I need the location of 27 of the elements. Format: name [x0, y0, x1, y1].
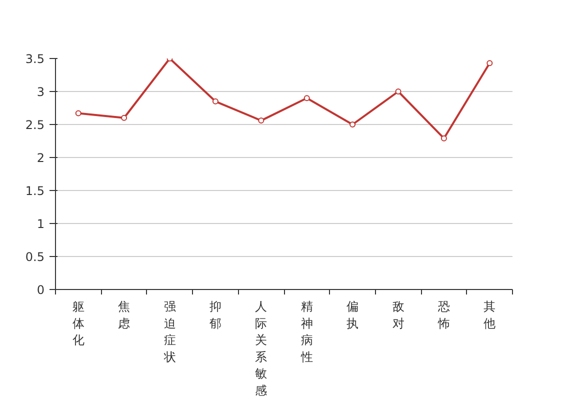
x-tick-label: 抑郁 [209, 300, 222, 330]
x-tick-label: 人际关系敏感 [255, 300, 268, 398]
x-tick-label: 强迫症状 [162, 300, 176, 364]
y-tick-label: 1.5 [25, 184, 45, 198]
point [440, 135, 447, 142]
point [258, 118, 264, 124]
y-tick-label: 3.5 [25, 52, 45, 66]
x-tick-label: 其他 [484, 300, 496, 330]
x-tick-label: 躯体化 [72, 300, 84, 348]
point [486, 60, 493, 66]
point [121, 114, 128, 121]
y-tick-label: 1 [36, 217, 45, 231]
y-tick-label: 3 [36, 85, 45, 99]
x-tick-label: 恐怖 [436, 300, 450, 330]
x-tick-label: 偏执 [346, 300, 359, 330]
point [212, 98, 218, 104]
y-tick-label: 2 [36, 151, 45, 165]
point [75, 110, 82, 116]
x-tick-label: 敌对 [392, 300, 404, 330]
y-tick-label: 0 [36, 283, 45, 297]
point [350, 122, 356, 128]
y-tick-label: 0.5 [25, 250, 45, 264]
point [395, 88, 402, 94]
x-tick-label: 焦虑 [118, 300, 130, 330]
point [304, 95, 310, 102]
x-tick-label: 精神病性 [300, 300, 313, 364]
y-tick-label: 2.5 [25, 118, 45, 132]
